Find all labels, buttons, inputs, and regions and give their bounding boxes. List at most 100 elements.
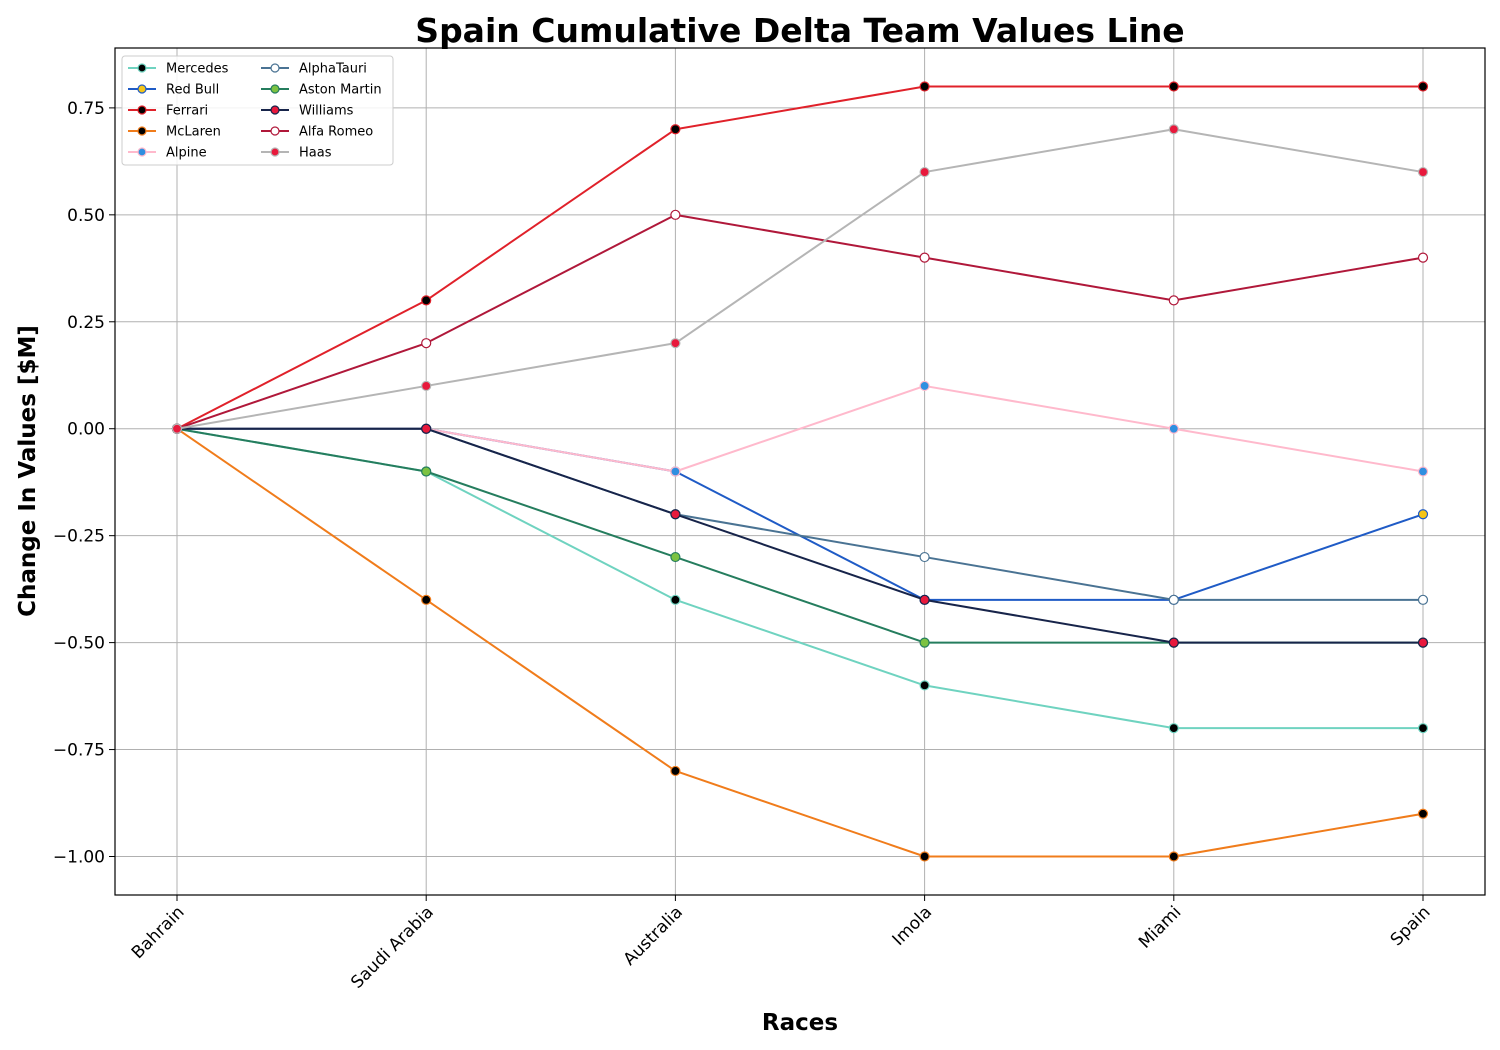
data-point-haas	[670, 338, 681, 349]
legend-box	[121, 55, 394, 166]
data-point-alfa-romeo	[670, 209, 681, 220]
y-tick-label: 0.00	[67, 420, 105, 440]
series-line-red-bull	[177, 427, 1424, 601]
legend-swatch-marker	[137, 126, 147, 136]
legend-swatch-marker	[137, 147, 147, 157]
legend-item-aston-martin: Aston Martin	[261, 83, 382, 98]
legend-label: Alfa Romeo	[299, 125, 373, 140]
data-point-aston-martin	[421, 466, 432, 477]
legend-item-williams: Williams	[261, 104, 354, 119]
data-point-alphatauri	[1168, 594, 1179, 605]
data-point-mercedes	[919, 680, 930, 691]
series-haas	[171, 124, 1429, 434]
series-red-bull	[171, 423, 1429, 605]
y-tick-label: 0.50	[67, 206, 105, 226]
legend-swatch-marker	[270, 126, 280, 136]
plot-frame	[114, 47, 1486, 896]
legend-label: Aston Martin	[299, 83, 382, 98]
legend-label: Williams	[299, 104, 354, 119]
legend-swatch-marker	[270, 105, 280, 115]
data-point-mclaren	[919, 851, 930, 862]
legend-swatch-marker	[270, 63, 280, 73]
x-tick-label: Saudi Arabia	[347, 902, 437, 992]
y-tick-label: 0.75	[67, 99, 105, 119]
series-line-alphatauri	[177, 427, 1423, 601]
legend-swatch-marker	[137, 84, 147, 94]
data-point-mclaren	[670, 765, 681, 777]
legend-label: Red Bull	[166, 83, 219, 98]
axis-ticks: Bahrain Saudi Arabia Australia Imola Miami Sp…	[53, 99, 1435, 993]
y-tick-label: −0.75	[53, 741, 105, 761]
x-tick-label: Imola	[889, 902, 936, 949]
data-point-williams	[421, 423, 432, 434]
y-tick-label: −1.00	[53, 848, 105, 868]
data-point-haas	[1417, 166, 1429, 178]
legend-item-alphatauri: AlphaTauri	[261, 62, 367, 77]
data-point-alfa-romeo	[1417, 252, 1429, 263]
legend: Mercedes Red Bull Ferrari McLaren Alpine Alph…	[121, 55, 394, 166]
data-point-red-bull	[1417, 509, 1429, 520]
legend-item-haas: Haas	[261, 146, 332, 161]
data-point-alphatauri	[1417, 594, 1429, 605]
series-line-mclaren	[176, 427, 1424, 858]
series-mercedes	[171, 423, 1429, 734]
data-point-williams	[1417, 637, 1429, 648]
series-line-williams	[177, 427, 1423, 644]
data-point-haas	[1168, 124, 1179, 135]
data-point-haas	[421, 380, 432, 392]
legend-item-mclaren: McLaren	[128, 125, 221, 140]
data-point-alphatauri	[919, 551, 930, 563]
legend-item-alpine: Alpine	[128, 146, 207, 161]
data-point-alpine	[1417, 466, 1429, 477]
series-line-haas	[176, 128, 1424, 430]
data-point-aston-martin	[919, 637, 930, 648]
x-tick-label: Bahrain	[128, 902, 189, 963]
x-tick-label: Miami	[1135, 902, 1185, 952]
legend-item-alfa-romeo: Alfa Romeo	[261, 125, 373, 140]
data-point-alfa-romeo	[1168, 295, 1179, 306]
legend-swatch-marker	[270, 84, 280, 94]
data-point-alpine	[1168, 423, 1179, 434]
data-point-ferrari	[421, 295, 432, 306]
data-point-mclaren	[1168, 851, 1179, 862]
data-point-mercedes	[1417, 723, 1429, 734]
y-tick-label: 0.25	[67, 313, 105, 333]
legend-label: Alpine	[166, 146, 207, 161]
legend-swatch-marker	[137, 105, 147, 115]
data-point-alfa-romeo	[919, 252, 930, 263]
data-point-mclaren	[421, 594, 432, 605]
data-point-mercedes	[1168, 723, 1179, 734]
data-point-williams	[670, 509, 681, 520]
legend-label: AlphaTauri	[299, 62, 367, 77]
data-point-haas	[919, 166, 930, 178]
data-point-alfa-romeo	[421, 338, 432, 349]
y-tick-label: −0.50	[53, 634, 105, 654]
y-axis-label: Change In Values [$M]	[15, 325, 41, 617]
series-line-alfa-romeo	[176, 213, 1424, 430]
data-point-aston-martin	[670, 551, 681, 563]
y-tick-label: −0.25	[53, 527, 105, 547]
chart-title: Spain Cumulative Delta Team Values Line	[415, 11, 1184, 50]
data-point-alpine	[670, 466, 681, 477]
data-point-alpine	[919, 380, 930, 392]
legend-swatch-marker	[270, 147, 280, 157]
x-tick-label: Spain	[1387, 902, 1435, 950]
data-point-williams	[919, 594, 930, 605]
legend-label: McLaren	[166, 125, 221, 140]
grid	[115, 48, 1485, 895]
data-point-mclaren	[1417, 808, 1429, 819]
data-point-ferrari	[1417, 81, 1429, 92]
legend-item-ferrari: Ferrari	[128, 104, 208, 119]
data-point-ferrari	[1168, 81, 1179, 92]
legend-item-red-bull: Red Bull	[128, 83, 219, 98]
legend-label: Haas	[299, 146, 332, 161]
legend-swatch-marker	[137, 63, 147, 73]
series-lines	[171, 81, 1429, 862]
legend-label: Mercedes	[166, 62, 229, 77]
x-axis-label: Races	[762, 1010, 838, 1036]
data-point-haas	[171, 423, 183, 434]
data-point-mercedes	[670, 594, 681, 605]
legend-label: Ferrari	[166, 104, 208, 119]
data-point-williams	[1168, 637, 1179, 648]
